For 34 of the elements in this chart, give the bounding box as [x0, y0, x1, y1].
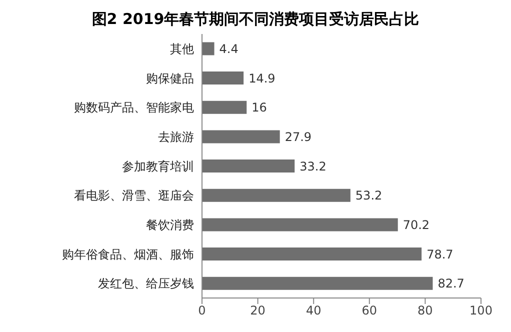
x-tick-label: 80 [418, 304, 433, 318]
data-label: 70.2 [402, 218, 430, 232]
y-tick-label: 购数码产品、智能家电 [74, 100, 194, 115]
bar [202, 188, 350, 202]
y-tick-label: 发红包、给压岁钱 [98, 276, 194, 291]
data-label: 16 [252, 100, 267, 115]
x-tick-label: 40 [306, 304, 322, 318]
x-tick-label: 20 [250, 304, 266, 318]
bar [202, 72, 244, 85]
bar [202, 160, 295, 173]
data-label: 82.7 [438, 276, 464, 291]
data-label: 14.9 [248, 71, 276, 86]
x-tick-label: 60 [362, 304, 378, 318]
y-tick-label: 其他 [170, 42, 194, 56]
bar [202, 130, 280, 144]
y-tick-label: 看电影、滑雪、逛庙会 [74, 188, 194, 203]
data-label: 4.4 [219, 42, 238, 56]
bar [202, 100, 247, 114]
bar [202, 248, 422, 261]
bar [202, 218, 398, 232]
data-label: 27.9 [284, 130, 312, 144]
x-tick-label: 0 [198, 304, 206, 318]
chart-title: 图2 2019年春节期间不同消费项目受访居民占比 [90, 9, 420, 30]
bar [202, 276, 433, 290]
data-label: 78.7 [426, 247, 454, 262]
y-tick-label: 参加教育培训 [122, 159, 194, 174]
y-tick-label: 购保健品 [146, 71, 194, 86]
y-tick-label: 购年俗食品、烟酒、服饰 [62, 247, 194, 262]
bar [202, 42, 214, 56]
x-tick-label: 100 [470, 304, 492, 318]
y-tick-label: 餐饮消费 [146, 218, 194, 232]
y-tick-label: 去旅游 [158, 130, 194, 144]
data-label: 33.2 [300, 159, 326, 174]
data-label: 53.2 [355, 188, 382, 203]
